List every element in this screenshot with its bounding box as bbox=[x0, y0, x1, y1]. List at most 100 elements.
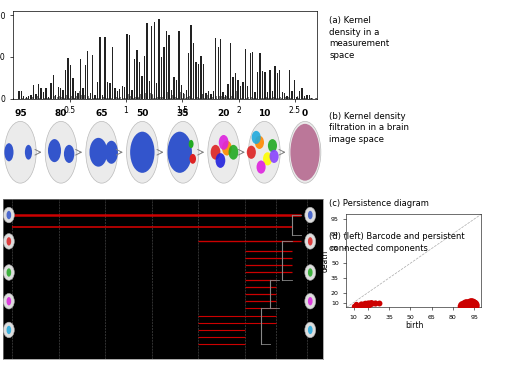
Bar bbox=[139, 97, 140, 99]
Bar bbox=[303, 98, 304, 99]
Bar bbox=[266, 98, 267, 99]
Bar bbox=[306, 95, 307, 99]
Bar bbox=[221, 96, 222, 99]
Text: 20: 20 bbox=[217, 109, 230, 119]
Bar bbox=[240, 97, 241, 99]
Ellipse shape bbox=[48, 139, 61, 162]
Bar bbox=[274, 66, 276, 99]
Bar bbox=[281, 92, 283, 99]
Bar bbox=[117, 91, 118, 99]
Bar bbox=[177, 98, 178, 99]
Bar bbox=[284, 93, 285, 99]
Bar bbox=[190, 25, 192, 99]
Ellipse shape bbox=[249, 122, 280, 183]
Bar bbox=[47, 98, 48, 99]
Ellipse shape bbox=[263, 152, 272, 165]
Bar bbox=[256, 98, 257, 99]
Bar bbox=[50, 98, 51, 99]
Bar bbox=[294, 98, 295, 99]
Bar bbox=[269, 70, 271, 99]
Bar bbox=[41, 97, 42, 99]
Bar bbox=[126, 98, 127, 99]
Bar bbox=[157, 97, 158, 99]
Ellipse shape bbox=[4, 143, 14, 161]
Bar bbox=[276, 98, 277, 99]
Bar bbox=[65, 70, 66, 99]
Bar bbox=[81, 95, 82, 99]
Bar bbox=[254, 92, 256, 99]
Bar bbox=[213, 91, 214, 99]
Bar bbox=[186, 98, 187, 99]
Bar bbox=[39, 98, 40, 99]
Bar bbox=[119, 97, 120, 99]
Bar bbox=[149, 98, 150, 99]
Bar bbox=[216, 96, 217, 99]
Bar bbox=[72, 78, 74, 99]
Bar bbox=[87, 51, 88, 99]
Text: (d) (left) Barcode and persistent
connected components: (d) (left) Barcode and persistent connec… bbox=[329, 232, 464, 253]
Bar bbox=[262, 98, 263, 99]
Ellipse shape bbox=[270, 150, 279, 163]
Bar bbox=[62, 90, 64, 99]
Bar bbox=[165, 94, 166, 99]
Bar bbox=[188, 53, 189, 99]
Bar bbox=[60, 97, 61, 99]
Bar bbox=[234, 98, 235, 99]
Bar bbox=[187, 97, 188, 99]
Bar bbox=[215, 98, 216, 99]
Bar bbox=[28, 96, 30, 99]
Bar bbox=[215, 38, 216, 99]
Bar bbox=[35, 98, 36, 99]
Bar bbox=[308, 95, 310, 99]
Bar bbox=[188, 97, 189, 99]
Bar bbox=[141, 92, 142, 99]
Bar bbox=[291, 91, 293, 99]
Bar bbox=[93, 93, 94, 99]
Bar bbox=[97, 96, 98, 99]
Bar bbox=[112, 47, 113, 99]
Bar bbox=[106, 98, 107, 99]
Bar bbox=[145, 93, 146, 99]
Bar bbox=[98, 97, 99, 99]
Point bbox=[361, 300, 369, 306]
Y-axis label: death: death bbox=[321, 250, 330, 272]
Bar bbox=[229, 97, 230, 99]
Bar bbox=[53, 75, 54, 99]
Text: 95: 95 bbox=[14, 109, 26, 119]
Bar bbox=[244, 49, 246, 99]
Bar bbox=[62, 98, 63, 99]
Bar bbox=[301, 88, 303, 99]
Bar bbox=[306, 98, 307, 99]
Bar bbox=[107, 82, 108, 99]
Bar bbox=[138, 97, 139, 99]
Bar bbox=[48, 97, 49, 99]
Bar bbox=[122, 98, 123, 99]
Bar bbox=[281, 98, 282, 99]
Bar bbox=[185, 97, 186, 99]
Bar bbox=[225, 95, 226, 99]
Bar bbox=[206, 98, 207, 99]
Ellipse shape bbox=[3, 207, 14, 223]
Point bbox=[349, 303, 358, 309]
Bar bbox=[99, 37, 101, 99]
Bar bbox=[290, 98, 291, 99]
Bar bbox=[268, 98, 269, 99]
Bar bbox=[282, 98, 283, 99]
Bar bbox=[89, 98, 90, 99]
Bar bbox=[265, 97, 266, 99]
Bar bbox=[179, 98, 180, 99]
Bar bbox=[82, 88, 84, 99]
Bar bbox=[161, 98, 162, 99]
Ellipse shape bbox=[255, 136, 264, 149]
Bar bbox=[75, 96, 76, 99]
Bar bbox=[208, 97, 209, 99]
Point bbox=[459, 303, 467, 309]
Bar bbox=[230, 43, 231, 99]
Bar bbox=[275, 98, 276, 99]
Bar bbox=[153, 22, 155, 99]
Bar bbox=[121, 98, 122, 99]
Bar bbox=[185, 98, 186, 99]
Bar bbox=[252, 52, 253, 99]
Bar bbox=[55, 95, 57, 99]
Bar bbox=[21, 91, 22, 99]
